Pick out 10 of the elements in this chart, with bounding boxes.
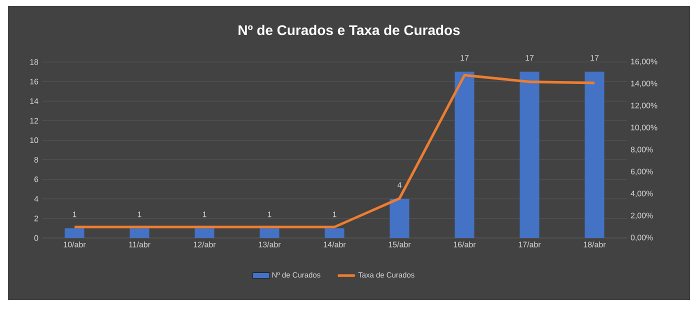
bar <box>64 228 84 238</box>
bar <box>324 228 344 238</box>
bar <box>390 198 410 238</box>
bar <box>520 72 540 238</box>
bar <box>130 228 150 238</box>
bar <box>584 72 604 238</box>
bar <box>194 228 214 238</box>
bar <box>260 228 280 238</box>
bar <box>454 72 474 238</box>
chart-title: Nº de Curados e Taxa de Curados <box>238 24 460 36</box>
